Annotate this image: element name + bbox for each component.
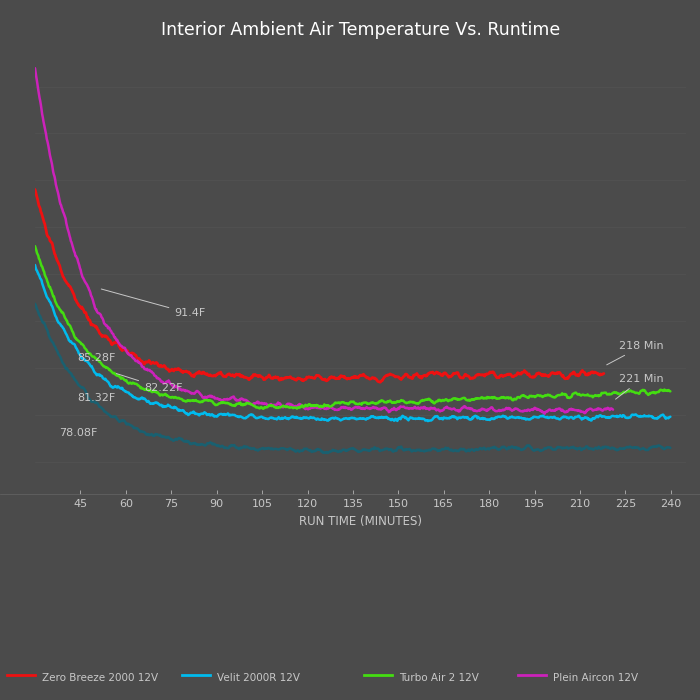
Text: 91.4F: 91.4F bbox=[102, 289, 206, 318]
Text: 221 Min: 221 Min bbox=[615, 374, 664, 399]
Text: 82.22F: 82.22F bbox=[116, 374, 183, 393]
Text: 218 Min: 218 Min bbox=[607, 342, 664, 365]
X-axis label: RUN TIME (MINUTES): RUN TIME (MINUTES) bbox=[299, 514, 422, 528]
Title: Interior Ambient Air Temperature Vs. Runtime: Interior Ambient Air Temperature Vs. Run… bbox=[161, 21, 560, 39]
Text: 78.08F: 78.08F bbox=[60, 428, 97, 438]
Text: Velit 2000R 12V: Velit 2000R 12V bbox=[217, 673, 300, 683]
Text: Plein Aircon 12V: Plein Aircon 12V bbox=[553, 673, 638, 683]
Text: Zero Breeze 2000 12V: Zero Breeze 2000 12V bbox=[42, 673, 158, 683]
Text: Turbo Air 2 12V: Turbo Air 2 12V bbox=[399, 673, 479, 683]
Text: 85.28F: 85.28F bbox=[78, 353, 116, 363]
Text: 81.32F: 81.32F bbox=[78, 393, 116, 403]
